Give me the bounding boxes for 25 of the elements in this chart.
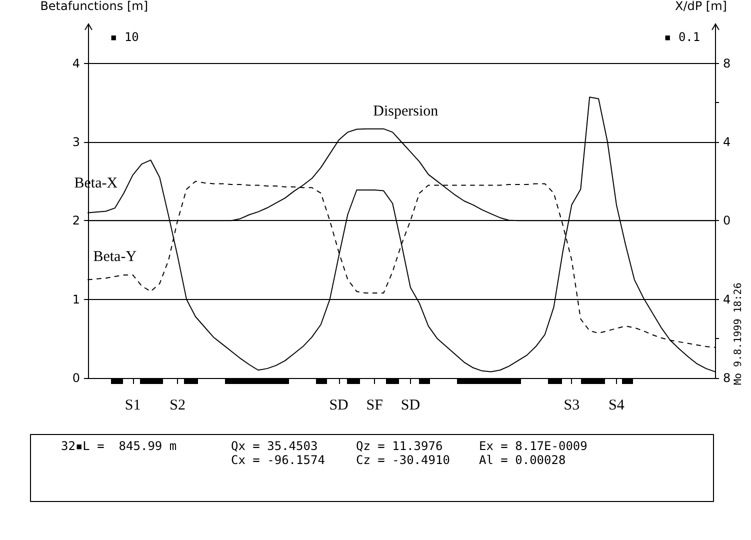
annotation: ▪ 0.1	[664, 30, 700, 44]
y-axis-title: Betafunctions [m]	[40, 0, 148, 13]
y-tick-label: 4	[72, 56, 80, 70]
y2-tick-label: 4	[723, 292, 731, 306]
series-label: Beta-Y	[93, 249, 137, 266]
x-tick-label: S1	[124, 398, 141, 414]
x-tick-label: S4	[608, 398, 625, 414]
y-tick-label: 1	[72, 292, 80, 306]
x-tick-label: SD	[329, 398, 349, 414]
annotation: ▪ 10	[110, 30, 139, 44]
text: Mo 9.8.1999 18:26	[733, 282, 744, 385]
y-tick-label: 2	[72, 214, 80, 228]
x-tick-label: S2	[170, 398, 186, 414]
y2-axis-title: X/dP [m]	[675, 0, 727, 13]
y2-tick-label: 8	[723, 56, 731, 70]
series-label: Dispersion	[373, 103, 439, 120]
y-tick-label: 3	[72, 135, 80, 149]
y-tick-label: 0	[72, 371, 80, 385]
x-tick-label: SF	[366, 398, 383, 414]
x-tick-label: SD	[400, 398, 420, 414]
y2-tick-label: 8	[723, 371, 731, 385]
y2-tick-label: 0	[723, 214, 731, 228]
info-panel: 32▪L = 845.99 m Qx = 35.4503 Cx = -96.1574 Qz = 11.3976 Cz = -30.4910 Ex = 8.17E-0009 Al = 0.00028	[30, 434, 714, 502]
x-tick-label: S3	[564, 398, 580, 414]
y2-tick-label: 4	[723, 135, 731, 149]
